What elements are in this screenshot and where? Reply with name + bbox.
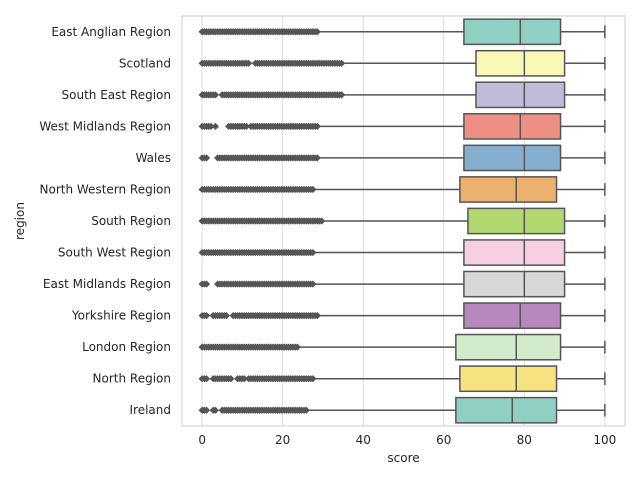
- y-tick-label: South West Region: [58, 246, 171, 260]
- box-group: [198, 18, 606, 46]
- box-group: [198, 239, 606, 266]
- outlier-marker: [293, 343, 301, 351]
- x-axis-title: score: [387, 451, 419, 465]
- box-iqr: [459, 176, 558, 203]
- y-tick-label: Ireland: [129, 403, 171, 417]
- x-tick-label: 100: [593, 433, 616, 447]
- outlier-marker: [313, 312, 321, 320]
- x-tick-label: 40: [356, 433, 371, 447]
- x-tick-labels: 0 20 40 60 80 100: [198, 433, 616, 447]
- x-tick-label: 60: [436, 433, 451, 447]
- outlier-marker: [245, 59, 253, 67]
- outlier-marker: [202, 154, 211, 162]
- box-group: [198, 176, 606, 203]
- outlier-marker: [211, 406, 220, 414]
- box-group: [198, 81, 606, 109]
- box-iqr: [463, 18, 562, 46]
- box-group: [198, 49, 606, 77]
- x-tick-label: 80: [517, 433, 532, 447]
- box-group: [198, 144, 606, 172]
- outlier-marker: [202, 280, 211, 288]
- y-tick-label: East Midlands Region: [43, 277, 171, 291]
- outlier-marker: [309, 185, 317, 194]
- box-group: [198, 113, 606, 140]
- outlier-marker: [302, 406, 310, 414]
- outlier-marker: [309, 280, 317, 288]
- outlier-marker: [338, 59, 346, 67]
- y-tick-label: Yorkshire Region: [71, 309, 171, 323]
- y-tick-label: South East Region: [62, 88, 171, 102]
- box-iqr: [463, 302, 562, 329]
- box-iqr: [463, 270, 566, 298]
- box-iqr: [475, 49, 566, 77]
- box-group: [198, 270, 606, 298]
- x-tick-label: 20: [275, 433, 290, 447]
- outlier-marker: [338, 91, 346, 99]
- box-iqr: [463, 144, 562, 172]
- x-tick-label: 0: [198, 433, 206, 447]
- box-iqr: [463, 113, 562, 140]
- y-tick-label: South Region: [91, 214, 171, 228]
- box-group: [198, 396, 606, 424]
- box-iqr: [455, 333, 562, 361]
- outlier-marker: [211, 122, 220, 130]
- y-tick-label: East Anglian Region: [51, 25, 171, 39]
- box-group: [198, 365, 606, 393]
- y-tick-label: Scotland: [119, 56, 171, 70]
- y-tick-label: North Western Region: [40, 182, 171, 196]
- outlier-marker: [202, 375, 211, 383]
- outlier-marker: [309, 375, 317, 383]
- y-tick-label: North Region: [93, 372, 171, 386]
- y-axis-title: region: [13, 202, 27, 240]
- outlier-marker: [227, 375, 235, 383]
- outlier-marker: [207, 122, 215, 130]
- outlier-marker: [313, 154, 321, 162]
- plot-frame: [181, 15, 626, 427]
- boxes: [198, 18, 606, 424]
- box-iqr: [455, 396, 558, 424]
- outlier-marker: [309, 248, 317, 257]
- outlier-marker: [240, 375, 248, 383]
- box-group: [198, 302, 606, 329]
- outlier-marker: [222, 312, 231, 320]
- box-iqr: [463, 239, 566, 266]
- box-group: [198, 333, 606, 361]
- outlier-marker: [313, 28, 321, 36]
- outlier-marker: [202, 312, 211, 320]
- y-tick-label: Wales: [136, 151, 171, 165]
- box-iqr: [475, 81, 566, 109]
- outlier-marker: [202, 406, 211, 414]
- outlier-marker: [211, 91, 220, 99]
- outlier-marker: [313, 122, 321, 130]
- y-tick-label: West Midlands Region: [39, 119, 171, 133]
- outlier-marker: [242, 122, 251, 130]
- y-tick-label: London Region: [82, 340, 171, 354]
- box-group: [198, 207, 606, 235]
- box-iqr: [467, 207, 566, 235]
- y-tick-labels: East Anglian Region Scotland South East Re…: [39, 25, 171, 417]
- box-iqr: [459, 365, 558, 393]
- outlier-marker: [318, 217, 326, 225]
